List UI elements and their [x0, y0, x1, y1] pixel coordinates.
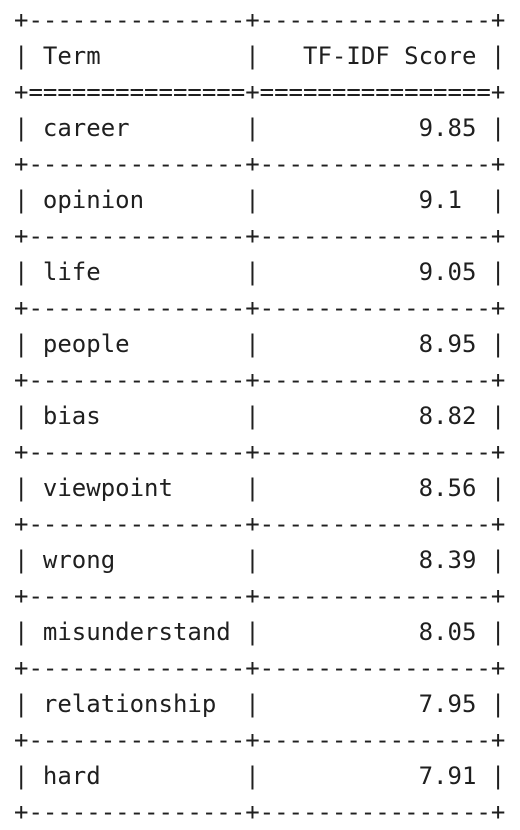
table-row: | wrong | 8.39 |: [14, 546, 506, 574]
table-row-separator: +---------------+----------------+: [14, 726, 506, 754]
table-row-separator: +---------------+----------------+: [14, 438, 506, 466]
header-score: TF-IDF Score: [303, 42, 477, 70]
score-cell: 7.95: [418, 690, 477, 718]
score-cell: 7.91: [418, 762, 477, 790]
score-cell: 8.82: [418, 402, 477, 430]
term-cell: misunderstand: [42, 618, 231, 646]
score-cell: 9.05: [418, 258, 477, 286]
term-cell: life: [42, 258, 101, 286]
table-row-separator: +---------------+----------------+: [14, 654, 506, 682]
table-row-separator: +---------------+----------------+: [14, 222, 506, 250]
term-cell: opinion: [42, 186, 145, 214]
table-row: | misunderstand | 8.05 |: [14, 618, 506, 646]
table-row-separator: +---------------+----------------+: [14, 294, 506, 322]
table-row: | hard | 7.91 |: [14, 762, 506, 790]
score-cell: 8.05: [418, 618, 477, 646]
score-cell: 9.1: [418, 186, 462, 214]
tfidf-ascii-table: +---------------+----------------+ | Term…: [14, 2, 505, 830]
table-header-separator: +===============+================+: [14, 78, 506, 106]
term-cell: career: [42, 114, 130, 142]
header-term: Term: [42, 42, 101, 70]
table-row-separator: +---------------+----------------+: [14, 798, 506, 826]
table-row: | bias | 8.82 |: [14, 402, 506, 430]
score-cell: 8.39: [418, 546, 477, 574]
table-row: | viewpoint | 8.56 |: [14, 474, 506, 502]
table-row: | career | 9.85 |: [14, 114, 506, 142]
table-row: | people | 8.95 |: [14, 330, 506, 358]
score-cell: 8.56: [418, 474, 477, 502]
score-cell: 9.85: [418, 114, 477, 142]
term-cell: relationship: [42, 690, 217, 718]
table-row: | opinion | 9.1 |: [14, 186, 506, 214]
table-header-row: | Term | TF-IDF Score |: [14, 42, 506, 70]
score-cell: 8.95: [418, 330, 477, 358]
table-row-separator: +---------------+----------------+: [14, 582, 506, 610]
term-cell: people: [42, 330, 130, 358]
term-cell: hard: [42, 762, 101, 790]
term-cell: wrong: [42, 546, 116, 574]
table-row-separator: +---------------+----------------+: [14, 150, 506, 178]
table-row-separator: +---------------+----------------+: [14, 366, 506, 394]
term-cell: viewpoint: [42, 474, 173, 502]
table-border-top: +---------------+----------------+: [14, 6, 506, 34]
term-cell: bias: [42, 402, 101, 430]
table-row: | relationship | 7.95 |: [14, 690, 506, 718]
table-row: | life | 9.05 |: [14, 258, 506, 286]
table-row-separator: +---------------+----------------+: [14, 510, 506, 538]
